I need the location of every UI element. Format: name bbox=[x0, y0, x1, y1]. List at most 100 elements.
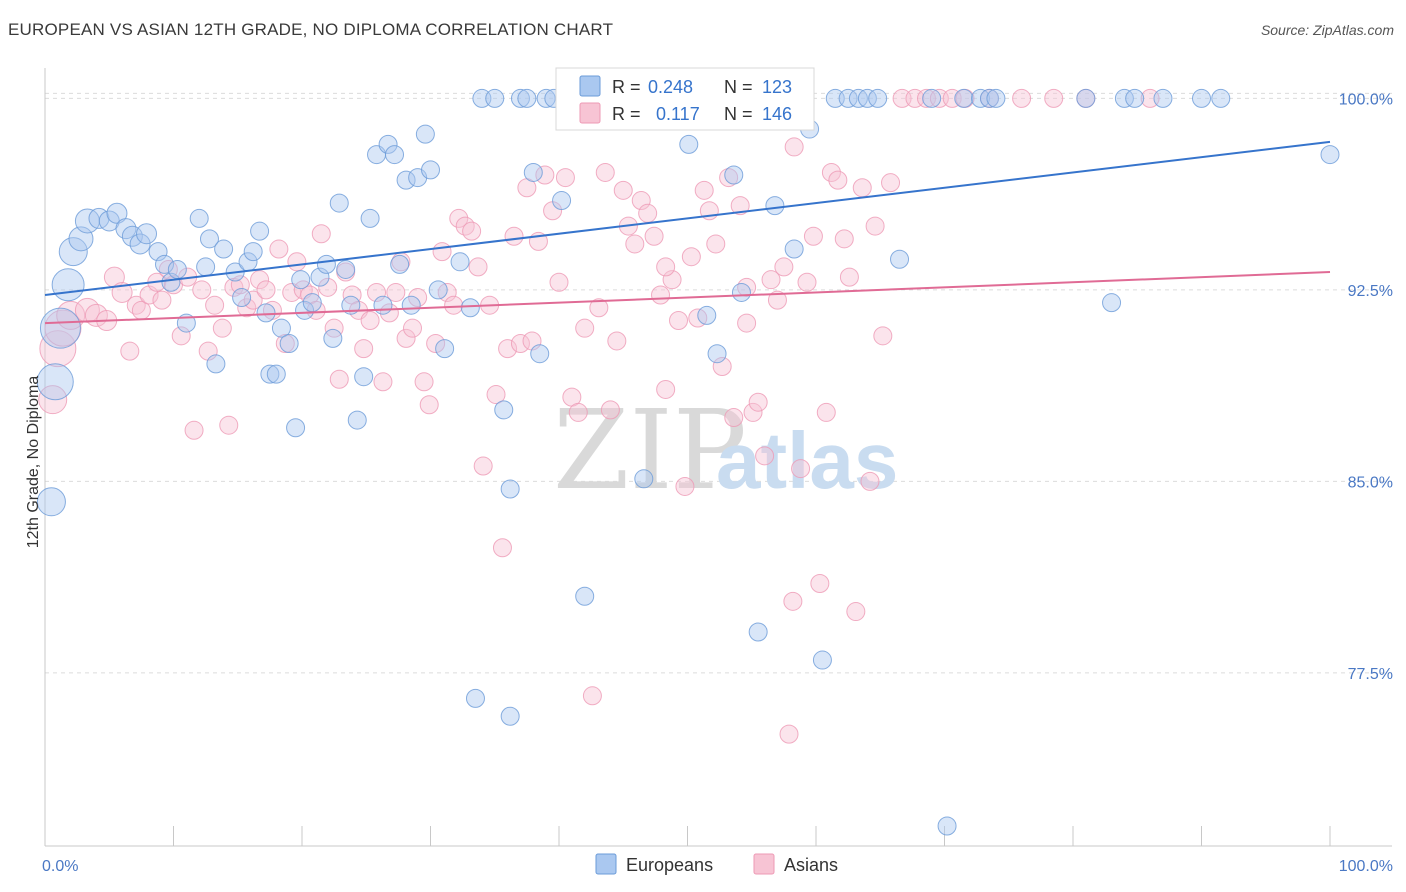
trend-line-europeans bbox=[44, 140, 1331, 296]
data-point bbox=[432, 242, 452, 262]
data-point bbox=[644, 226, 664, 246]
data-point bbox=[492, 538, 512, 558]
data-point bbox=[828, 170, 848, 190]
data-point bbox=[136, 223, 158, 245]
data-point bbox=[954, 88, 974, 108]
axes bbox=[44, 68, 1392, 847]
data-point bbox=[694, 180, 714, 200]
data-point bbox=[812, 650, 832, 670]
legend-label-asians: Asians bbox=[784, 855, 838, 875]
data-point bbox=[237, 298, 257, 318]
data-point bbox=[329, 193, 349, 213]
data-point bbox=[662, 270, 682, 290]
data-point bbox=[214, 239, 234, 259]
data-point bbox=[347, 410, 367, 430]
data-point bbox=[1012, 88, 1032, 108]
data-point bbox=[148, 242, 168, 262]
data-point bbox=[426, 334, 446, 354]
data-point bbox=[167, 259, 187, 279]
data-point bbox=[697, 305, 717, 325]
data-point bbox=[485, 88, 505, 108]
data-point bbox=[706, 234, 726, 254]
data-point bbox=[1114, 88, 1134, 108]
data-point bbox=[205, 295, 225, 315]
data-point bbox=[656, 257, 676, 277]
data-point bbox=[873, 326, 893, 346]
data-point bbox=[681, 247, 701, 267]
data-point bbox=[250, 221, 270, 241]
data-point bbox=[287, 252, 307, 272]
data-point bbox=[510, 334, 530, 354]
data-point bbox=[310, 267, 330, 287]
data-point bbox=[500, 479, 520, 499]
data-point bbox=[669, 311, 689, 331]
data-point bbox=[737, 277, 757, 297]
data-point bbox=[517, 88, 537, 108]
data-point bbox=[834, 229, 854, 249]
data-point bbox=[634, 469, 654, 489]
data-point bbox=[58, 237, 88, 267]
data-point bbox=[494, 400, 514, 420]
data-point bbox=[386, 282, 406, 302]
data-point bbox=[243, 242, 263, 262]
data-point bbox=[731, 282, 751, 302]
data-point bbox=[260, 364, 280, 384]
data-point bbox=[821, 162, 841, 182]
watermark-atlas-text: atlas bbox=[716, 416, 898, 505]
grid-lines bbox=[45, 92, 1392, 674]
data-point bbox=[1192, 88, 1211, 108]
data-point bbox=[232, 288, 252, 308]
data-point bbox=[354, 367, 374, 387]
data-point bbox=[271, 318, 291, 338]
data-point bbox=[414, 372, 434, 392]
data-point bbox=[613, 180, 633, 200]
data-point bbox=[549, 272, 569, 292]
data-point bbox=[743, 402, 763, 422]
europeans-n-label: N = bbox=[724, 77, 753, 97]
data-point bbox=[206, 354, 226, 374]
data-point bbox=[360, 311, 380, 331]
data-point bbox=[1153, 88, 1173, 108]
data-point bbox=[675, 476, 695, 496]
data-point bbox=[396, 328, 416, 348]
data-point bbox=[111, 281, 133, 303]
data-point bbox=[761, 270, 781, 290]
data-point bbox=[279, 334, 299, 354]
data-point bbox=[129, 233, 151, 255]
data-point bbox=[390, 254, 410, 274]
data-point bbox=[408, 288, 428, 308]
data-point bbox=[373, 372, 393, 392]
data-point bbox=[582, 686, 602, 706]
data-point bbox=[530, 344, 550, 364]
data-point bbox=[816, 402, 836, 422]
data-point bbox=[161, 272, 181, 292]
y-axis-label: 12th Grade, No Diploma bbox=[25, 376, 42, 549]
data-point bbox=[88, 207, 110, 229]
data-point bbox=[1320, 145, 1340, 165]
data-point bbox=[748, 622, 768, 642]
asians-n-value: 146 bbox=[762, 104, 792, 124]
data-point bbox=[192, 280, 212, 300]
data-point bbox=[979, 88, 999, 108]
data-point bbox=[712, 356, 732, 376]
data-point bbox=[126, 295, 146, 315]
data-point bbox=[905, 88, 925, 108]
data-point bbox=[435, 339, 455, 359]
europeans-n-value: 123 bbox=[762, 77, 792, 97]
data-point bbox=[784, 239, 804, 259]
data-point bbox=[473, 456, 493, 476]
y-tick-label: 85.0% bbox=[1348, 474, 1393, 491]
legend-swatch-asians bbox=[753, 853, 775, 875]
source-label: Source: ZipAtlas.com bbox=[1260, 22, 1394, 38]
data-point bbox=[291, 270, 311, 290]
data-point bbox=[575, 318, 595, 338]
data-point bbox=[937, 816, 957, 836]
data-point bbox=[360, 208, 380, 228]
data-point bbox=[329, 369, 349, 389]
data-point bbox=[256, 303, 276, 323]
data-point bbox=[286, 418, 306, 438]
data-point bbox=[767, 290, 787, 310]
data-point bbox=[450, 252, 470, 272]
data-point bbox=[536, 88, 556, 108]
data-point bbox=[189, 208, 209, 228]
